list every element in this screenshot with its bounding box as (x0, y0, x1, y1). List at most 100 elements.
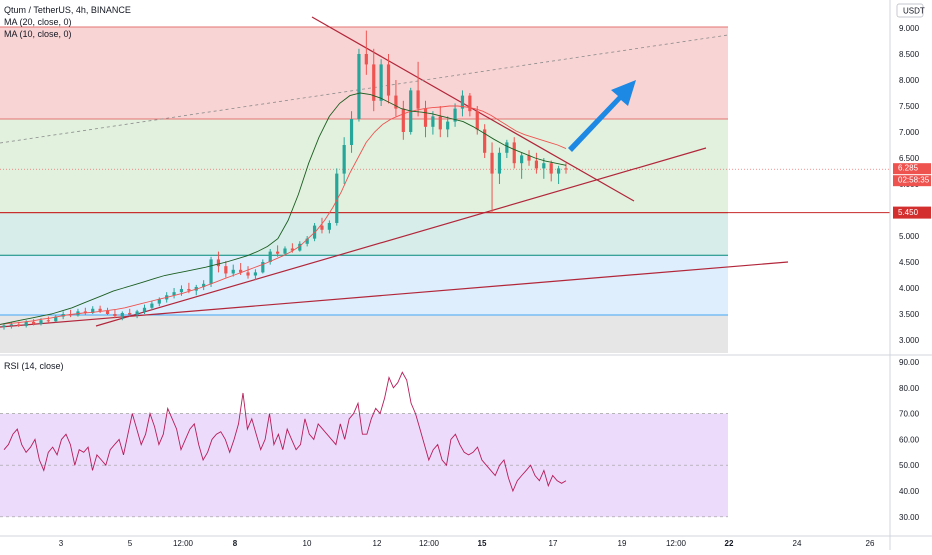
candle-body (268, 251, 272, 262)
dashed-trendline (0, 34, 729, 144)
candle-body (2, 325, 6, 327)
candle-body (527, 155, 531, 161)
moving-averages (0, 92, 567, 325)
grey-zone (0, 315, 728, 353)
candlesticks (2, 30, 568, 330)
time-tick-label: 12:00 (173, 539, 194, 548)
candle-body (224, 266, 228, 274)
candle-body (475, 111, 479, 130)
last-price-tag-box (893, 163, 931, 175)
candle-body (120, 312, 124, 317)
time-tick-label: 5 (128, 539, 133, 548)
candle-body (342, 145, 346, 174)
rsi-tick-label: 90.00 (899, 358, 920, 367)
price-tick-label: 7.500 (899, 102, 920, 111)
rsi-tick-label: 80.00 (899, 384, 920, 393)
time-tick-label: 10 (303, 539, 312, 548)
rsi-line (3, 371, 567, 493)
candle-body (91, 308, 95, 313)
teal-zone (0, 212, 728, 256)
candle-body (483, 129, 487, 153)
candle-body (320, 225, 324, 230)
price-tick-label: 7.000 (899, 128, 920, 137)
candle-body (202, 283, 206, 287)
candle-body (253, 272, 258, 276)
rsi-tick-label: 50.00 (899, 461, 920, 470)
candle-body (142, 307, 147, 312)
price-tick-label: 4.000 (899, 284, 920, 293)
candle-body (512, 142, 516, 164)
candle-body (372, 64, 376, 101)
candle-body (446, 121, 450, 130)
candle-body (157, 299, 161, 304)
candle-body (54, 316, 58, 322)
trend-lines (0, 16, 789, 328)
candle-body (534, 160, 539, 169)
candle-body (505, 142, 509, 153)
candle-body (246, 272, 250, 276)
price-tick-label: 5.000 (899, 232, 920, 241)
blue-zone (0, 255, 728, 316)
candle-body (179, 289, 184, 293)
candle-body (128, 312, 132, 315)
time-tick-label: 8 (233, 539, 238, 548)
candle-body (83, 311, 87, 313)
candle-body (135, 311, 139, 315)
candle-body (231, 269, 235, 274)
candle-body (113, 314, 117, 317)
time-tick-label: 26 (866, 539, 875, 548)
rsi-tick-label: 60.00 (899, 435, 920, 444)
candle-body (305, 238, 309, 244)
candle-body (490, 152, 494, 174)
ma20-line (0, 105, 567, 325)
candle-body (416, 90, 420, 109)
time-tick-label: 15 (478, 539, 487, 548)
last-price-tag: 6.285 (898, 164, 919, 173)
candle-body (150, 303, 154, 308)
candle-body (261, 262, 265, 273)
candle-body (423, 108, 428, 127)
rsi-tick-label: 70.00 (899, 410, 920, 419)
time-tick-label: 24 (793, 539, 802, 548)
price-tick-label: 8.500 (899, 50, 920, 59)
candle-body (24, 321, 28, 326)
candle-body (209, 259, 213, 284)
time-tick-label: 17 (549, 539, 558, 548)
resistance-zone (0, 27, 728, 119)
price-tick-label: 3.500 (899, 310, 920, 319)
time-tick-label: 12:00 (666, 539, 687, 548)
ascending-trendline (95, 147, 707, 327)
candle-body (349, 119, 354, 145)
candle-body (453, 108, 457, 122)
price-tick-label: 8.000 (899, 76, 920, 85)
candle-body (460, 95, 465, 109)
candle-body (105, 310, 110, 314)
arrow-shape (568, 80, 636, 152)
countdown-tag: 02:58:35 (898, 176, 930, 185)
time-tick-label: 22 (725, 539, 734, 548)
candle-body (394, 95, 398, 109)
candle-body (298, 243, 302, 251)
candle-body (497, 152, 502, 174)
candle-body (379, 64, 383, 101)
candle-body (401, 108, 405, 132)
rsi-pane (0, 354, 932, 518)
candle-body (276, 251, 280, 254)
candle-body (327, 223, 331, 230)
candle-body (557, 168, 561, 174)
rsi-tick-label: 40.00 (899, 487, 920, 496)
candle-body (172, 292, 176, 296)
candle-body (98, 308, 102, 311)
candle-body (335, 173, 339, 223)
candle-body (187, 289, 191, 291)
candle-body (290, 248, 294, 251)
ma10-line (0, 92, 567, 325)
support-tag: 5.450 (898, 208, 919, 217)
time-tick-label: 12 (373, 539, 382, 548)
rsi-tick-label: 30.00 (899, 513, 920, 522)
candle-body (542, 163, 546, 169)
bullish-arrow-icon (568, 80, 636, 152)
candle-body (239, 269, 243, 273)
